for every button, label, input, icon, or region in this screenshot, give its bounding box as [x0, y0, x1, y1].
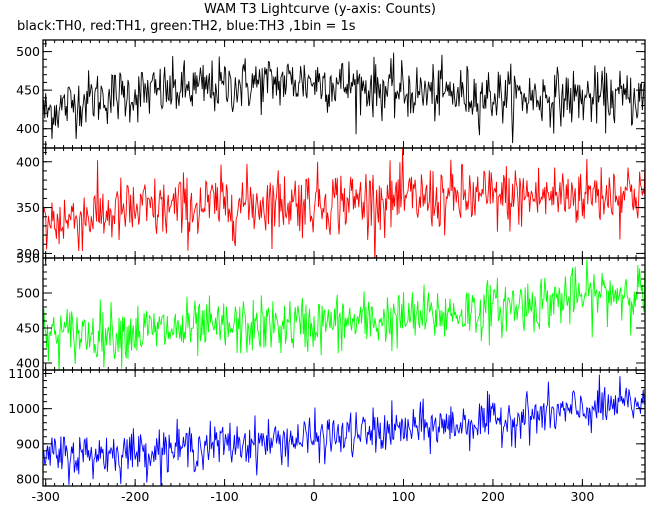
x-axis: -300 -200 -100 0 100 200 300	[31, 489, 594, 504]
y-tick-label: 400	[16, 121, 40, 136]
chart-subtitle: black:TH0, red:TH1, green:TH2, blue:TH3 …	[17, 19, 356, 34]
panels-group: 400 450 500 300 350 400 400 450 500 550 800 900 1000…	[8, 39, 646, 487]
panel-th0: 400 450 500	[16, 39, 646, 149]
y-tick-label: 550	[16, 251, 40, 266]
panel-frame	[42, 369, 646, 487]
x-tick-label: -200	[121, 489, 149, 504]
y-tick-label: 500	[16, 44, 40, 59]
y-tick-label: 1000	[8, 401, 40, 416]
panel-th3: 800 900 1000 1100	[8, 366, 646, 487]
y-tick-label: 900	[16, 436, 40, 451]
x-tick-label: -100	[210, 489, 238, 504]
x-tick-label: -300	[31, 489, 59, 504]
panel-th2: 400 450 500 550	[16, 251, 646, 371]
x-tick-label: 100	[392, 489, 416, 504]
series-line-th2	[43, 258, 645, 370]
series-line-th1	[43, 148, 645, 258]
x-tick-label: 0	[310, 489, 318, 504]
y-tick-label: 300	[16, 246, 40, 261]
series-line-th3	[43, 374, 645, 486]
panel-th1: 300 350 400	[16, 147, 646, 261]
y-tick-label: 450	[16, 321, 40, 336]
series-line-th0	[43, 52, 645, 144]
chart-title: WAM T3 Lightcurve (y-axis: Counts)	[204, 2, 436, 17]
y-tick-label: 500	[16, 286, 40, 301]
x-tick-label: 200	[481, 489, 505, 504]
x-tick-label: 300	[570, 489, 594, 504]
y-tick-label: 400	[16, 154, 40, 169]
y-tick-label: 1100	[8, 366, 40, 381]
y-tick-label: 400	[16, 356, 40, 371]
y-tick-label: 800	[16, 471, 40, 486]
y-tick-label: 350	[16, 200, 40, 215]
y-tick-label: 450	[16, 83, 40, 98]
